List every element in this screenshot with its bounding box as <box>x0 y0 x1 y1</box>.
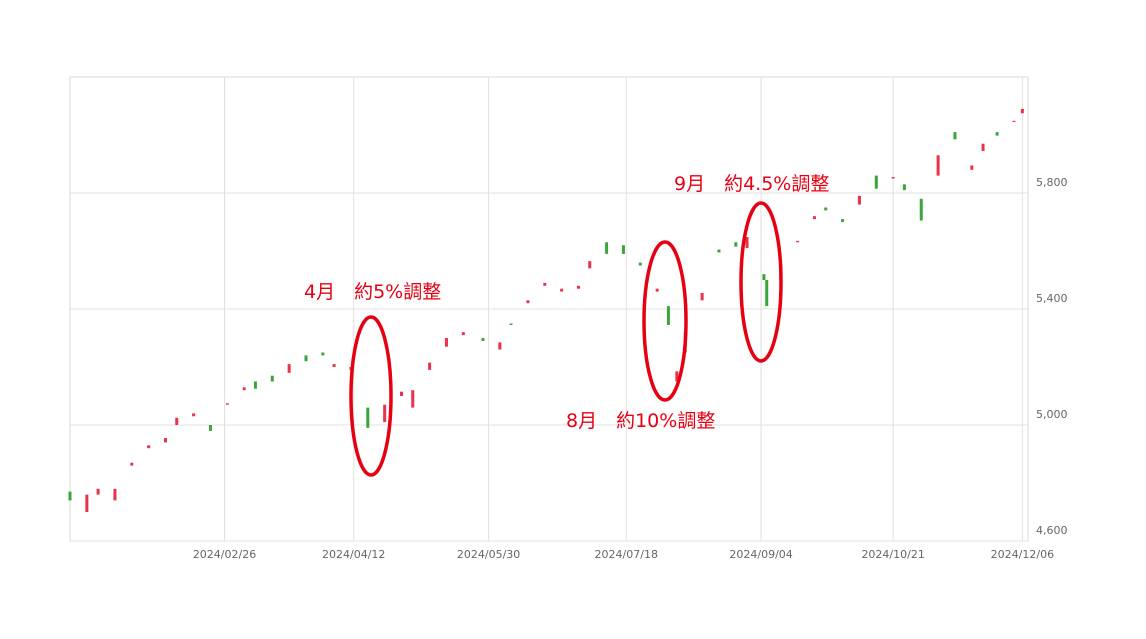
candles <box>68 108 1024 512</box>
candle-body <box>675 371 679 382</box>
highlight-ellipse <box>642 240 688 402</box>
candle-body <box>717 249 721 253</box>
candle-body <box>164 438 168 443</box>
candle-body <box>304 355 308 362</box>
candle-body <box>700 293 704 301</box>
annotation: 8月 約10%調整 <box>566 410 715 432</box>
candle-body <box>762 274 766 280</box>
candle-body <box>970 165 974 170</box>
candle-body <box>953 132 957 140</box>
candle-body <box>253 381 257 389</box>
candle-body <box>981 143 985 151</box>
candle-body <box>857 195 861 205</box>
candle-body <box>85 494 89 512</box>
candle-body <box>666 306 670 325</box>
candle-body <box>638 262 642 266</box>
x-tick-label: 2024/04/12 <box>322 548 385 561</box>
candle-body <box>147 445 151 449</box>
candle-body <box>543 282 547 286</box>
annotation: 4月 約5%調整 <box>304 281 441 303</box>
candle-body <box>745 237 749 249</box>
candle-body <box>321 352 325 356</box>
x-tick-label: 2024/05/30 <box>457 548 520 561</box>
candle-body <box>655 288 659 292</box>
candle-body <box>68 491 72 501</box>
candle-body <box>383 404 387 423</box>
candle-body <box>96 488 100 495</box>
candle-body <box>576 285 580 289</box>
x-tick-label: 2024/10/21 <box>861 548 924 561</box>
y-tick-label: 5,800 <box>1036 176 1068 189</box>
candle-body <box>332 364 336 367</box>
candle-body <box>498 342 502 350</box>
candle-body <box>481 338 485 341</box>
candle-body <box>605 242 609 254</box>
candle-body <box>225 403 229 405</box>
candle-body <box>130 462 134 466</box>
candle-body <box>242 387 246 391</box>
candle-body <box>824 207 828 211</box>
candle-body <box>560 288 564 292</box>
candle-body <box>995 132 999 136</box>
highlight-ellipse <box>349 315 393 477</box>
candle-body <box>796 240 800 243</box>
candle-body <box>812 216 816 220</box>
candle-body <box>902 184 906 191</box>
candle-body <box>270 375 274 382</box>
candle-body <box>411 390 415 408</box>
candle-body <box>444 338 448 347</box>
y-tick-label: 4,600 <box>1036 524 1068 537</box>
candle-body <box>891 177 895 179</box>
candle-body <box>1020 108 1024 114</box>
candle-body <box>509 323 513 325</box>
candle-body <box>841 219 845 222</box>
candle-body <box>113 488 117 501</box>
y-tick-label: 5,000 <box>1036 408 1068 421</box>
candle-body <box>936 155 940 176</box>
candle-body <box>734 242 738 247</box>
candle-body <box>919 198 923 221</box>
candle-body <box>1012 120 1016 122</box>
candle-body <box>461 332 465 336</box>
candle-body <box>428 362 432 370</box>
candle-body <box>588 261 592 269</box>
grid <box>70 77 1028 542</box>
candle-body <box>208 425 212 431</box>
candle-body <box>400 391 404 396</box>
candle-body <box>192 413 196 417</box>
candle-body <box>175 417 179 425</box>
y-tick-label: 5,400 <box>1036 292 1068 305</box>
candle-body <box>526 300 530 304</box>
x-tick-label: 2024/12/06 <box>991 548 1054 561</box>
candle-body <box>366 407 370 428</box>
candle-body <box>765 280 769 307</box>
x-tick-label: 2024/02/26 <box>193 548 256 561</box>
annotation: 9月 約4.5%調整 <box>674 173 829 195</box>
candle-body <box>621 245 625 254</box>
x-tick-label: 2024/09/04 <box>729 548 792 561</box>
highlight-ellipse <box>739 201 783 363</box>
candle-body <box>874 175 878 189</box>
x-tick-label: 2024/07/18 <box>595 548 658 561</box>
candle-body <box>287 364 291 373</box>
